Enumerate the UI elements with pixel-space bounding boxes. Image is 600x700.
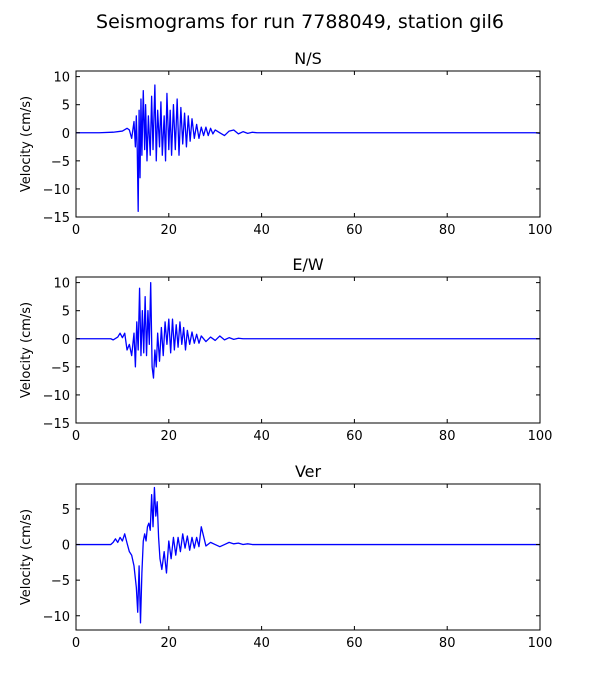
x-tick-label: 0 xyxy=(72,429,80,444)
x-tick-label: 20 xyxy=(161,429,178,444)
x-tick-label: 100 xyxy=(528,223,553,238)
figure-title: Seismograms for run 7788049, station gil… xyxy=(96,11,504,33)
x-tick-label: 0 xyxy=(72,636,80,651)
y-tick-label: −10 xyxy=(43,183,70,198)
y-tick-label: −5 xyxy=(51,155,70,170)
axes-frame xyxy=(75,483,541,631)
y-tick-label: 10 xyxy=(53,277,70,292)
x-tick-label: 60 xyxy=(346,429,363,444)
panel-title: N/S xyxy=(294,49,322,68)
y-tick-label: 10 xyxy=(53,71,70,86)
x-tick-label: 80 xyxy=(439,429,456,444)
x-tick-label: 20 xyxy=(161,223,178,238)
y-axis-label: Velocity (cm/s) xyxy=(19,96,34,192)
y-axis-label: Velocity (cm/s) xyxy=(19,509,34,605)
axes-frame xyxy=(75,70,541,218)
y-tick-label: −10 xyxy=(43,389,70,404)
panel-2: 0 20 40 60 80 100 −15 −10 −5 0 5 10 E/W Velocity (cm/… xyxy=(19,255,552,444)
x-tick-label: 40 xyxy=(253,429,270,444)
y-tick-label: 0 xyxy=(62,333,70,348)
y-tick-label: −15 xyxy=(43,211,70,226)
y-tick-label: −5 xyxy=(51,361,70,376)
x-tick-label: 60 xyxy=(346,223,363,238)
y-tick-label: 0 xyxy=(62,539,70,554)
panel-title: Ver xyxy=(295,462,322,481)
y-tick-label: −10 xyxy=(43,610,70,625)
panel-3: 0 20 40 60 80 100 −10 −5 0 5 Ver Velocity (cm/s) xyxy=(19,462,552,651)
x-tick-label: 0 xyxy=(72,223,80,238)
y-axis-label: Velocity (cm/s) xyxy=(19,302,34,398)
panel-1: 0 20 40 60 80 100 −15 −10 −5 0 5 10 N/S Velocity (cm/… xyxy=(19,49,552,238)
x-tick-label: 40 xyxy=(253,223,270,238)
y-tick-label: −5 xyxy=(51,574,70,589)
x-tick-label: 60 xyxy=(346,636,363,651)
y-tick-label: 0 xyxy=(62,127,70,142)
y-tick-label: 5 xyxy=(62,503,70,518)
series-line xyxy=(76,486,540,624)
x-tick-label: 100 xyxy=(528,429,553,444)
y-tick-label: 5 xyxy=(62,99,70,114)
x-tick-label: 40 xyxy=(253,636,270,651)
panel-title: E/W xyxy=(292,255,324,274)
x-tick-label: 80 xyxy=(439,223,456,238)
y-tick-label: 5 xyxy=(62,305,70,320)
y-tick-label: −15 xyxy=(43,417,70,432)
series-line xyxy=(76,84,540,213)
x-tick-label: 80 xyxy=(439,636,456,651)
axes-frame xyxy=(75,276,541,424)
x-tick-label: 100 xyxy=(528,636,553,651)
series-line xyxy=(76,281,540,379)
x-tick-label: 20 xyxy=(161,636,178,651)
